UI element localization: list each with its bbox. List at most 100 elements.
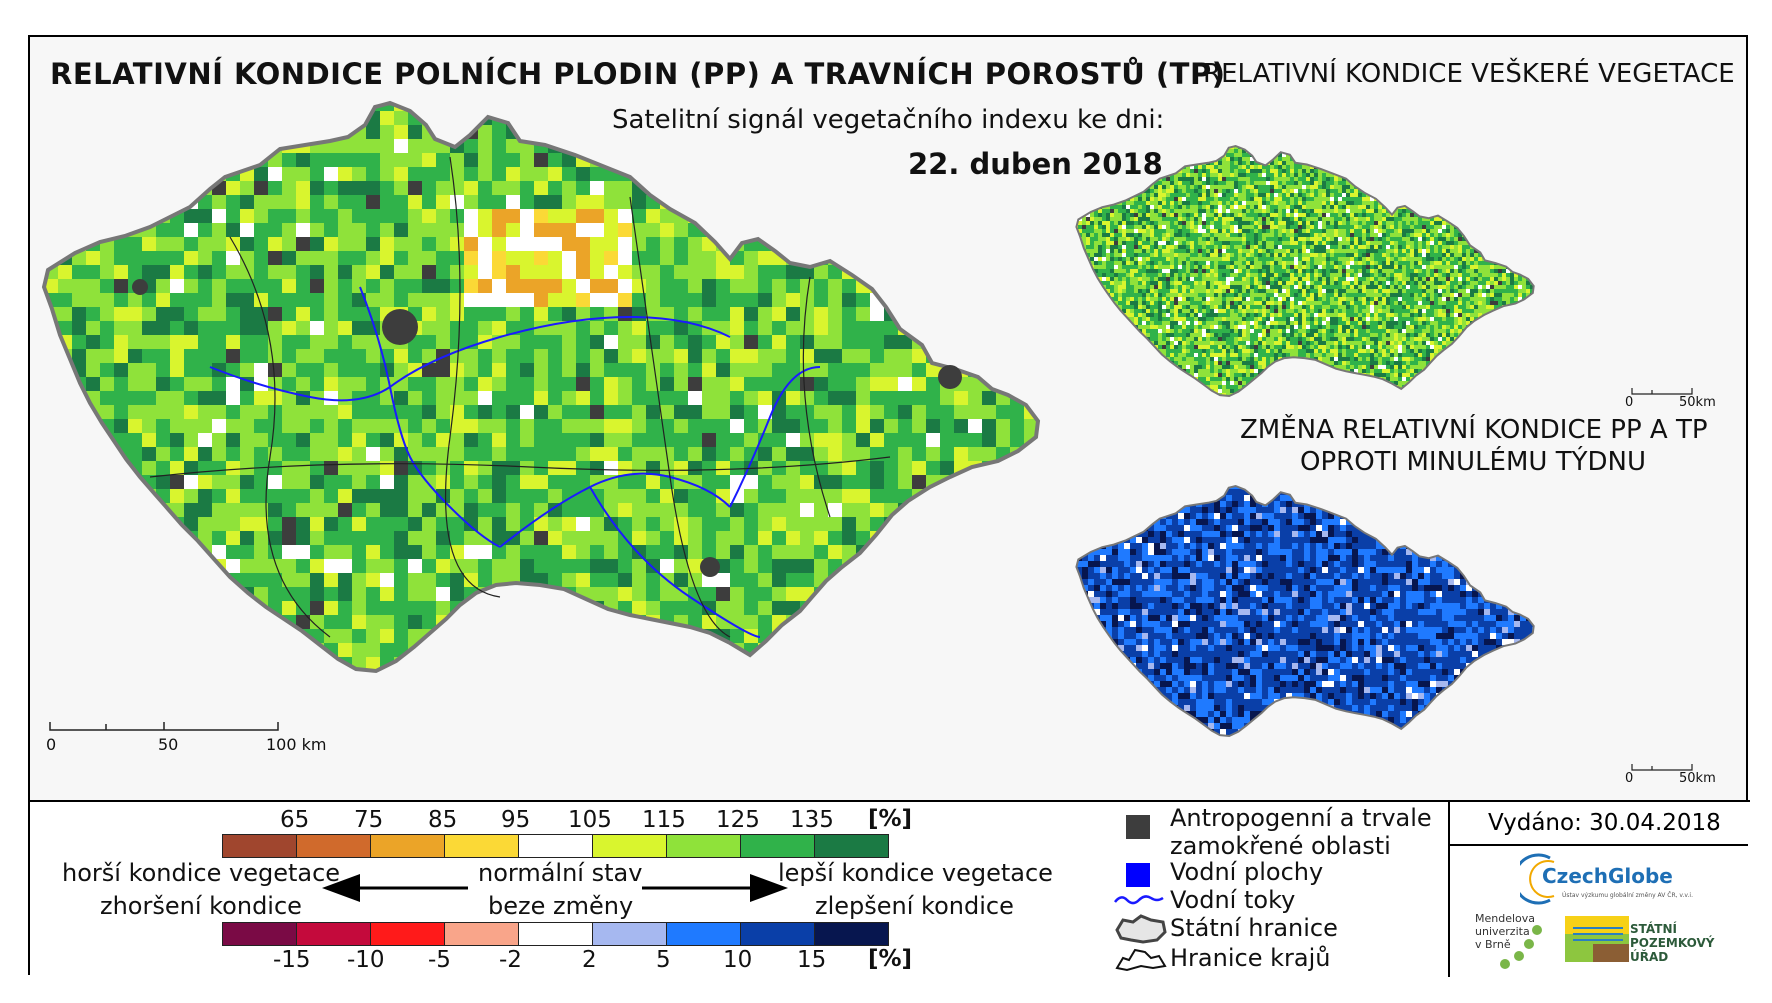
change-tick: 10 (723, 947, 753, 973)
subtitle: Satelitní signál vegetačního indexu ke d… (612, 105, 1165, 135)
change-tick: -10 (347, 947, 385, 973)
main-title: RELATIVNÍ KONDICE POLNÍCH PLODIN (PP) A … (50, 57, 1226, 91)
state-border-icon (1115, 914, 1167, 944)
spu-line: STÁTNÍ (1630, 922, 1677, 936)
small1-scale-0: 0 (1625, 395, 1634, 410)
mendel-line: Mendelova (1475, 912, 1536, 925)
change-tick: 5 (656, 947, 671, 973)
color-swatch (519, 835, 593, 857)
scale-tick-50: 50 (158, 735, 179, 754)
river-line (389, 315, 731, 388)
cond-tick: 115 (642, 807, 686, 833)
change-color-bar (222, 922, 889, 946)
date-title: 22. duben 2018 (908, 147, 1163, 181)
change-title-line2: OPROTI MINULÉMU TÝDNU (1300, 447, 1646, 477)
spu-emblem-icon (1565, 916, 1629, 962)
color-swatch (815, 923, 888, 945)
mendel-university-logo: Mendelova univerzita v Brně (1475, 912, 1542, 969)
river-line (589, 486, 761, 638)
czechglobe-name: CzechGlobe (1542, 864, 1673, 888)
color-swatch (741, 923, 815, 945)
scale-tick-100: 100 km (266, 735, 327, 754)
mendel-line: univerzita (1475, 925, 1530, 938)
color-swatch (593, 835, 667, 857)
water-areas-label: Vodní plochy (1170, 858, 1324, 886)
color-swatch (223, 923, 297, 945)
color-swatch (667, 923, 741, 945)
scale-tick-0: 0 (46, 735, 57, 754)
spu-logo: STÁTNÍ POZEMKOVÝ ÚŘAD (1630, 922, 1750, 964)
color-swatch (667, 835, 741, 857)
anthropogenic-area (700, 557, 720, 577)
region-border-line (802, 276, 831, 518)
main-condition-map (41, 100, 1041, 674)
change-tick: 2 (582, 947, 597, 973)
right-arrow-icon (642, 874, 788, 902)
cond-tick: 105 (568, 807, 612, 833)
color-swatch (297, 923, 371, 945)
map-panel: RELATIVNÍ KONDICE POLNÍCH PLODIN (PP) A … (30, 37, 1750, 800)
state-border-label: Státní hranice (1170, 914, 1338, 942)
cond-tick: 85 (428, 807, 458, 833)
change-tick: -15 (273, 947, 311, 973)
vegetation-title: RELATIVNÍ KONDICE VEŠKERÉ VEGETACE (1203, 59, 1735, 89)
left-arrow-icon (322, 874, 468, 902)
river-line (729, 366, 821, 508)
anthropogenic-label-1: Antropogenní a trvale (1170, 804, 1432, 832)
no-change-label: beze změny (488, 892, 634, 920)
better-change-label: zlepšení kondice (815, 892, 1014, 920)
cond-tick: 65 (280, 807, 310, 833)
divider-horizontal (1448, 844, 1748, 846)
region-border-label: Hranice krajů (1170, 944, 1331, 972)
color-swatch (593, 923, 667, 945)
czechglobe-sub: Ústav výzkumu globální změny AV ČR, v.v.… (1562, 892, 1693, 899)
river-line (359, 286, 501, 548)
change-tick: -2 (499, 947, 522, 973)
worse-change-label: zhoršení kondice (100, 892, 302, 920)
worse-label: horší kondice vegetace (62, 859, 341, 887)
legend-panel: 65 75 85 95 105 115 125 135 [%] horší ko… (30, 800, 1750, 977)
anthropogenic-area (132, 279, 148, 295)
mendel-dots-icon (1500, 925, 1542, 969)
region-border-icon (1115, 948, 1167, 972)
map-sheet: RELATIVNÍ KONDICE POLNÍCH PLODIN (PP) A … (28, 35, 1750, 977)
river-icon (1114, 895, 1164, 905)
river-line (209, 366, 391, 402)
color-swatch (741, 835, 815, 857)
water-area-swatch (1126, 863, 1150, 887)
cond-tick: 135 (790, 807, 834, 833)
mendel-line: v Brně (1475, 938, 1511, 951)
cond-tick: 75 (354, 807, 384, 833)
anthropogenic-area (938, 365, 962, 389)
anthropogenic-area (382, 309, 418, 345)
change-tick: -5 (428, 947, 451, 973)
color-swatch (297, 835, 371, 857)
color-swatch (371, 835, 445, 857)
color-swatch (445, 835, 519, 857)
small1-scale-50: 50km (1679, 395, 1716, 410)
issued-date: Vydáno: 30.04.2018 (1488, 810, 1721, 836)
cond-unit: [%] (868, 806, 913, 832)
region-border-line (149, 456, 891, 478)
color-swatch (223, 835, 297, 857)
color-swatch (371, 923, 445, 945)
small2-scale-0: 0 (1625, 771, 1634, 786)
cond-tick: 125 (716, 807, 760, 833)
region-border-line (445, 156, 501, 598)
change-title-line1: ZMĚNA RELATIVNÍ KONDICE PP A TP (1240, 415, 1708, 445)
region-border-line (629, 196, 731, 638)
change-unit: [%] (868, 946, 913, 972)
change-tick: 15 (797, 947, 827, 973)
spu-line: POZEMKOVÝ ÚŘAD (1630, 936, 1715, 964)
divider-vertical (1448, 802, 1450, 977)
region-border-line (229, 236, 331, 638)
better-label: lepší kondice vegetace (778, 859, 1053, 887)
color-swatch (445, 923, 519, 945)
normal-label: normální stav (478, 859, 643, 887)
anthropogenic-label-2: zamokřené oblasti (1170, 832, 1391, 860)
rivers-label: Vodní toky (1170, 886, 1296, 914)
maps-canvas (41, 100, 1535, 738)
change-condition-map (1075, 484, 1535, 738)
color-swatch (815, 835, 888, 857)
cond-tick: 95 (501, 807, 531, 833)
